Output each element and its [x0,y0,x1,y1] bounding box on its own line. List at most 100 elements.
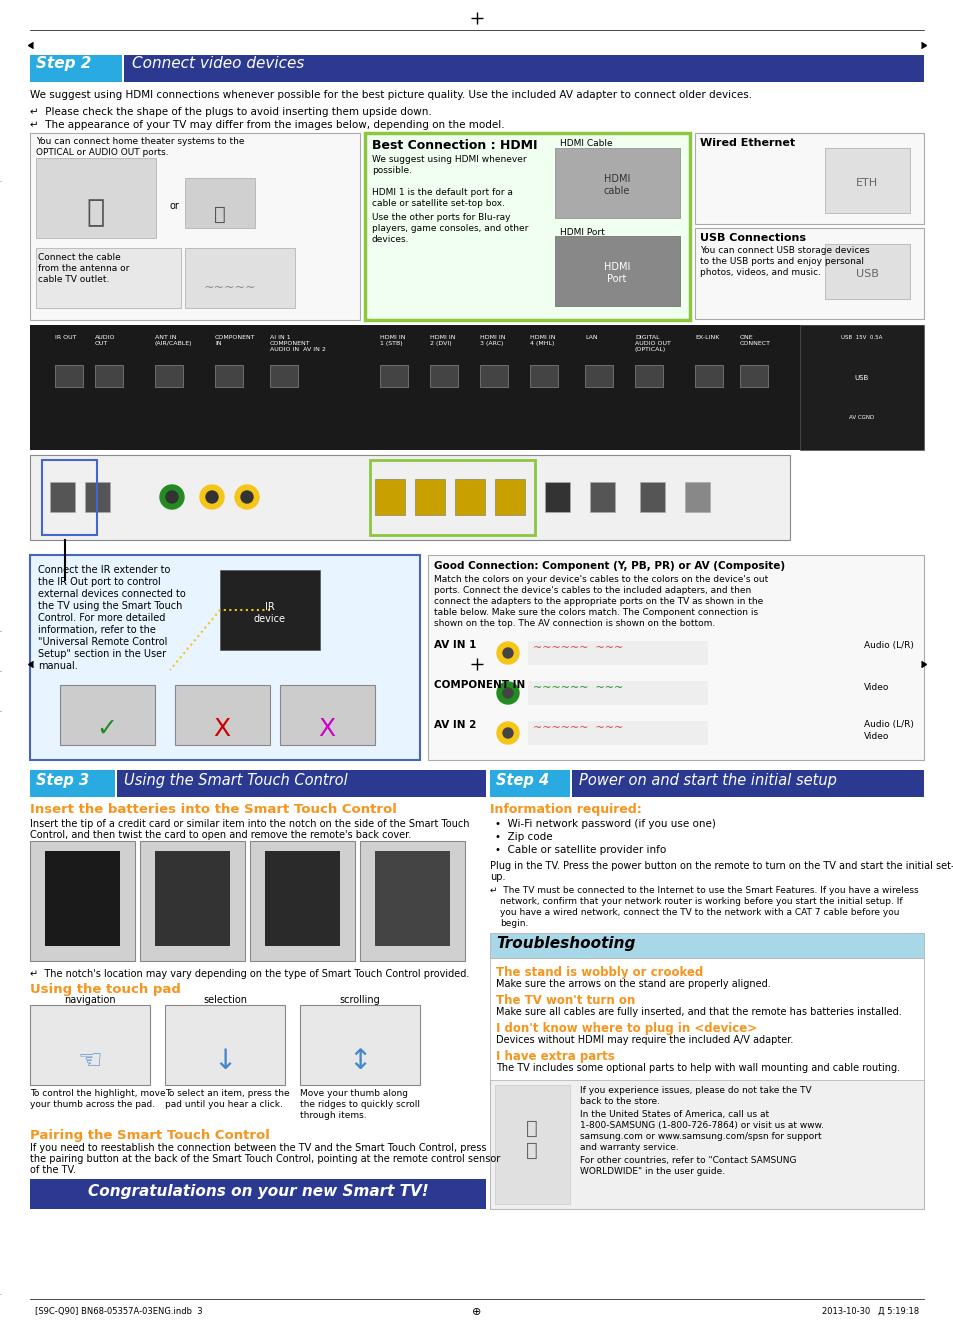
Bar [375,478,405,516]
Text: Plug in the TV. Press the power button on the remote to turn on the TV and start: Plug in the TV. Press the power button o… [490,861,953,870]
Bar [30,133,359,320]
Bar [174,684,270,746]
Bar [55,365,83,387]
Text: ~~~~~~  ~~~: ~~~~~~ ~~~ [533,683,622,692]
Bar [527,722,707,746]
Text: navigation: navigation [64,995,115,1005]
Text: For other countries, refer to "Contact SAMSUNG: For other countries, refer to "Contact S… [579,1156,796,1166]
Text: WORLDWIDE" in the user guide.: WORLDWIDE" in the user guide. [579,1167,724,1176]
Bar [544,482,569,512]
Text: HDMI IN
1 (STB): HDMI IN 1 (STB) [379,335,405,346]
Circle shape [497,642,518,664]
Text: ↵  The appearance of your TV may differ from the images below, depending on the : ↵ The appearance of your TV may differ f… [30,120,504,130]
Bar [30,1005,150,1084]
Text: ports. Connect the device's cables to the included adapters, and then: ports. Connect the device's cables to th… [434,586,750,595]
Bar [415,478,444,516]
Circle shape [502,649,513,658]
Text: 🔊: 🔊 [87,198,105,227]
Text: back to the store.: back to the store. [579,1096,659,1106]
Text: OPTICAL or AUDIO OUT ports.: OPTICAL or AUDIO OUT ports. [36,148,169,157]
Text: IR OUT: IR OUT [55,335,76,340]
Text: ✓: ✓ [96,718,117,742]
Bar [589,482,615,512]
Text: COMPONENT IN: COMPONENT IN [434,680,525,690]
Bar [36,249,181,308]
Bar [375,851,450,946]
Bar [95,365,123,387]
Text: HDMI Port: HDMI Port [559,229,604,237]
Text: Insert the tip of a credit card or similar item into the notch on the side of th: Insert the tip of a credit card or simil… [30,819,469,829]
Bar [428,556,923,760]
Text: ~~~~~: ~~~~~ [204,280,256,294]
Text: AV IN 2: AV IN 2 [434,720,476,730]
Bar [30,54,122,82]
Text: the pairing button at the back of the Smart Touch Control, pointing at the remot: the pairing button at the back of the Sm… [30,1154,499,1164]
Text: We suggest using HDMI whenever: We suggest using HDMI whenever [372,155,526,163]
Text: Connect the IR extender to: Connect the IR extender to [38,565,171,575]
Text: Control, and then twist the card to open and remove the remote's back cover.: Control, and then twist the card to open… [30,831,411,840]
Text: samsung.com or www.samsung.com/spsn for support: samsung.com or www.samsung.com/spsn for … [579,1132,821,1142]
Text: "Universal Remote Control: "Universal Remote Control [38,637,167,647]
Text: LAN: LAN [584,335,597,340]
Text: ↵  The notch's location may vary depending on the type of Smart Touch Control pr: ↵ The notch's location may vary dependin… [30,969,469,979]
Bar [490,1080,923,1209]
Text: scrolling: scrolling [339,995,380,1005]
Circle shape [200,485,224,509]
Text: ☜: ☜ [77,1047,102,1075]
Bar [265,851,339,946]
Text: To control the highlight, move: To control the highlight, move [30,1088,166,1098]
Text: USB  15V  0.5A: USB 15V 0.5A [841,335,882,340]
Text: •  Zip code: • Zip code [495,832,552,843]
Text: your thumb across the pad.: your thumb across the pad. [30,1100,155,1108]
Text: ↵  Please check the shape of the plugs to avoid inserting them upside down.: ↵ Please check the shape of the plugs to… [30,108,432,117]
Bar [154,365,183,387]
Bar [824,148,909,213]
Text: Devices without HDMI may require the included A/V adapter.: Devices without HDMI may require the inc… [496,1035,793,1045]
Text: Control. For more detailed: Control. For more detailed [38,613,165,623]
Text: USB Connections: USB Connections [700,233,805,243]
Text: the ridges to quickly scroll: the ridges to quickly scroll [299,1100,419,1108]
Text: ANT IN
(AIR/CABLE): ANT IN (AIR/CABLE) [154,335,193,346]
Text: ETH: ETH [855,178,877,187]
Circle shape [497,722,518,744]
Bar [165,1005,285,1084]
Bar [36,158,156,238]
Text: USB: USB [854,375,868,381]
Bar [280,684,375,746]
Bar [555,148,679,218]
Text: Step 2: Step 2 [36,56,91,70]
Bar [569,769,572,797]
Text: ↕: ↕ [348,1047,372,1075]
Text: DIGITAL
AUDIO OUT
(OPTICAL): DIGITAL AUDIO OUT (OPTICAL) [635,335,670,352]
Text: Information required:: Information required: [490,803,641,816]
Text: Troubleshooting: Troubleshooting [496,936,635,952]
Circle shape [502,728,513,738]
Text: cable or satellite set-top box.: cable or satellite set-top box. [372,199,504,209]
Bar [379,365,408,387]
Text: [S9C-Q90] BN68-05357A-03ENG.indb  3: [S9C-Q90] BN68-05357A-03ENG.indb 3 [35,1306,202,1316]
Bar [695,133,923,225]
Bar [490,933,923,958]
Text: The stand is wobbly or crooked: The stand is wobbly or crooked [496,966,702,979]
Circle shape [497,682,518,704]
Text: ⊕: ⊕ [472,1306,481,1317]
Bar [30,1179,485,1209]
Text: table below. Make sure the colors match. The Component connection is: table below. Make sure the colors match.… [434,607,758,617]
Circle shape [166,490,178,502]
Text: HDMI IN
4 (MHL): HDMI IN 4 (MHL) [530,335,555,346]
Bar [684,482,709,512]
Text: 👤
📺: 👤 📺 [525,1119,537,1159]
Text: 2013-10-30   Д 5:19:18: 2013-10-30 Д 5:19:18 [821,1306,918,1316]
Bar [490,769,569,797]
Bar [695,229,923,319]
Text: X: X [318,718,335,742]
Bar [185,249,294,308]
Bar [495,478,524,516]
Text: manual.: manual. [38,661,77,671]
Text: Audio (L/R): Audio (L/R) [863,720,913,730]
Text: of the TV.: of the TV. [30,1166,76,1175]
Bar [30,556,419,760]
Text: In the United States of America, call us at: In the United States of America, call us… [579,1110,768,1119]
Text: HDMI Cable: HDMI Cable [559,140,612,148]
Text: HDMI
Port: HDMI Port [603,262,630,284]
